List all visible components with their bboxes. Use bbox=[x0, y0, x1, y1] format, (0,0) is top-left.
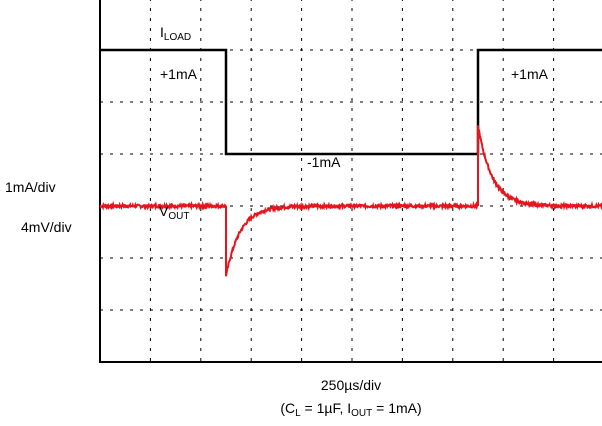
y-scale-label-vout: 4mV/div bbox=[21, 219, 72, 235]
grid bbox=[100, 0, 602, 362]
annotation-load-high-left: +1mA bbox=[160, 66, 198, 82]
test-conditions-label: (CL = 1µF, IOUT = 1mA) bbox=[280, 400, 421, 419]
plot-frame bbox=[99, 0, 602, 363]
annotation-load-high-right: +1mA bbox=[511, 66, 549, 82]
annotation-load-low: -1mA bbox=[307, 154, 341, 170]
x-scale-label: 250µs/div bbox=[321, 377, 381, 393]
series-vout-trace bbox=[99, 125, 602, 277]
series-label-iload: ILOAD bbox=[160, 24, 191, 43]
series-label-vout: VOUT bbox=[159, 203, 189, 222]
series-iload-trace bbox=[100, 48, 602, 156]
y-scale-label-load: 1mA/div bbox=[5, 179, 56, 195]
